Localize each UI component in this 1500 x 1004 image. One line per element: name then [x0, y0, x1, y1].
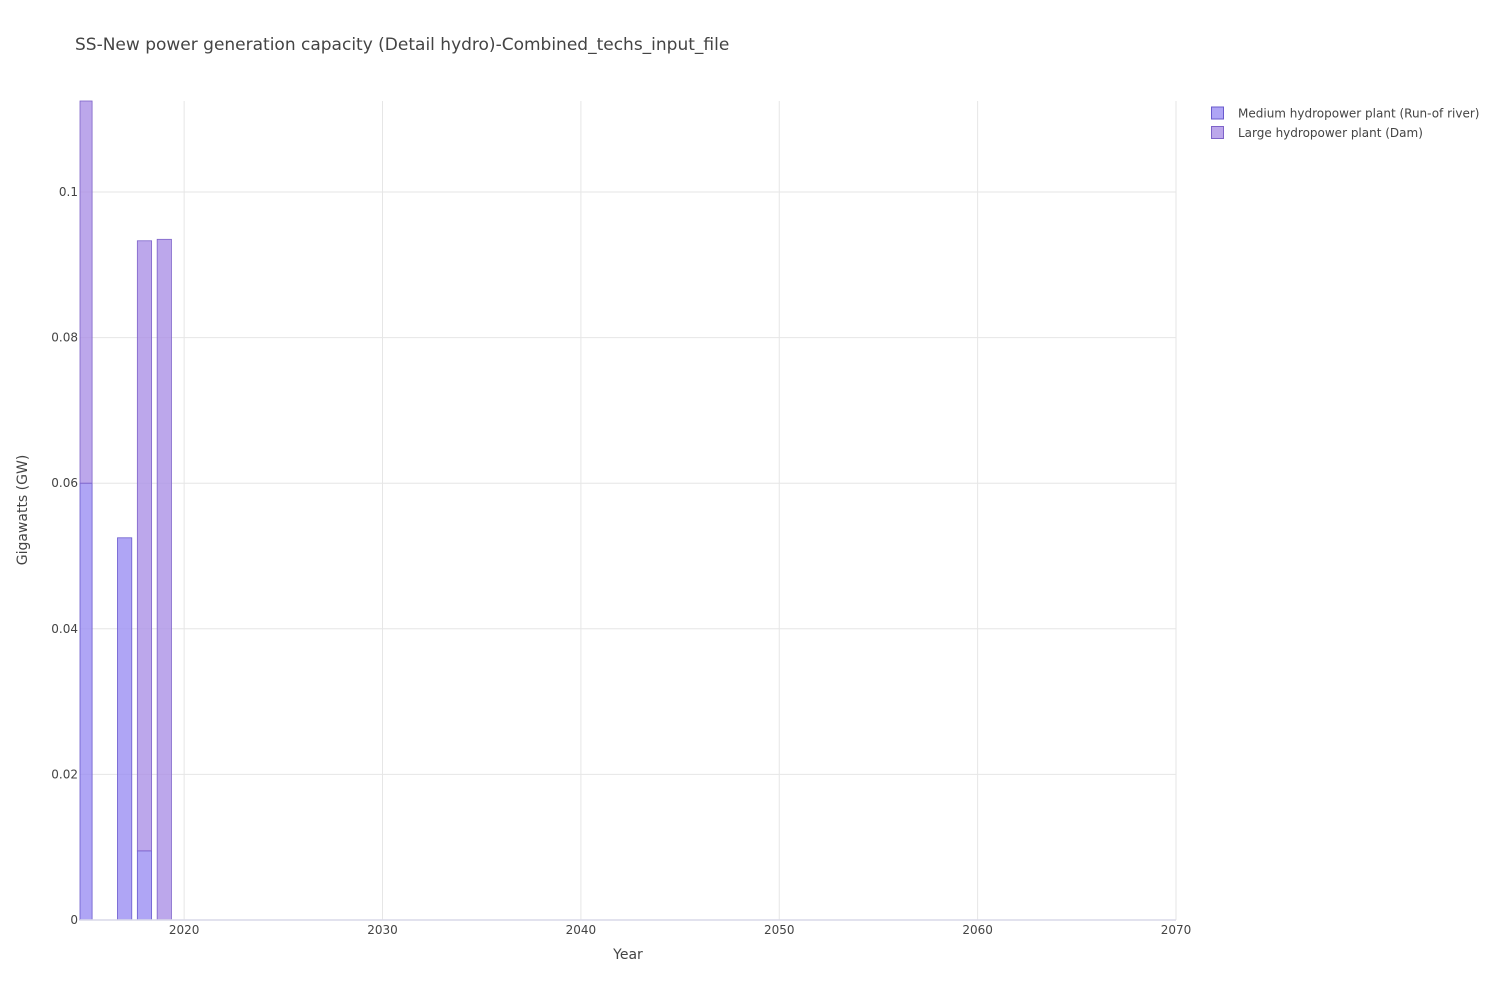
x-tick-label: 2070 — [1161, 923, 1192, 937]
x-axis-title: Year — [612, 947, 643, 963]
x-tick-label: 2050 — [764, 923, 795, 937]
bar-segment[interactable] — [79, 482, 93, 921]
chart-title: SS-New power generation capacity (Detail… — [75, 35, 729, 55]
y-tick-label: 0 — [70, 913, 78, 927]
legend: Medium hydropower plant (Run-of river) La… — [1211, 106, 1479, 140]
y-axis-title: Gigawatts (GW) — [15, 455, 31, 566]
bar-segment[interactable] — [117, 537, 133, 921]
bar-segment[interactable] — [156, 238, 172, 921]
y-tick-label: 0.1 — [59, 185, 78, 199]
y-tick-label: 0.02 — [51, 767, 78, 781]
y-tick-label: 0.08 — [51, 331, 78, 345]
legend-entry[interactable]: Large hydropower plant (Dam) — [1238, 126, 1423, 140]
legend-swatch[interactable] — [1211, 126, 1224, 139]
y-tick-label: 0.06 — [51, 476, 78, 490]
bars[interactable] — [79, 100, 172, 921]
x-tick-label: 2020 — [169, 923, 200, 937]
axes: 0 0.02 0.04 0.06 0.08 0.1 2020 2030 2040 2050 2060… — [51, 185, 1191, 937]
x-tick-label: 2030 — [367, 923, 398, 937]
x-tick-label: 2060 — [962, 923, 993, 937]
bar-segment[interactable] — [136, 240, 153, 852]
x-tick-label: 2040 — [566, 923, 597, 937]
bar-segment[interactable] — [136, 850, 153, 921]
y-tick-label: 0.04 — [51, 622, 78, 636]
grid-lines — [80, 101, 1177, 920]
bar-segment[interactable] — [79, 100, 93, 484]
legend-entry[interactable]: Medium hydropower plant (Run-of river) — [1238, 107, 1479, 121]
legend-swatch[interactable] — [1211, 106, 1224, 120]
